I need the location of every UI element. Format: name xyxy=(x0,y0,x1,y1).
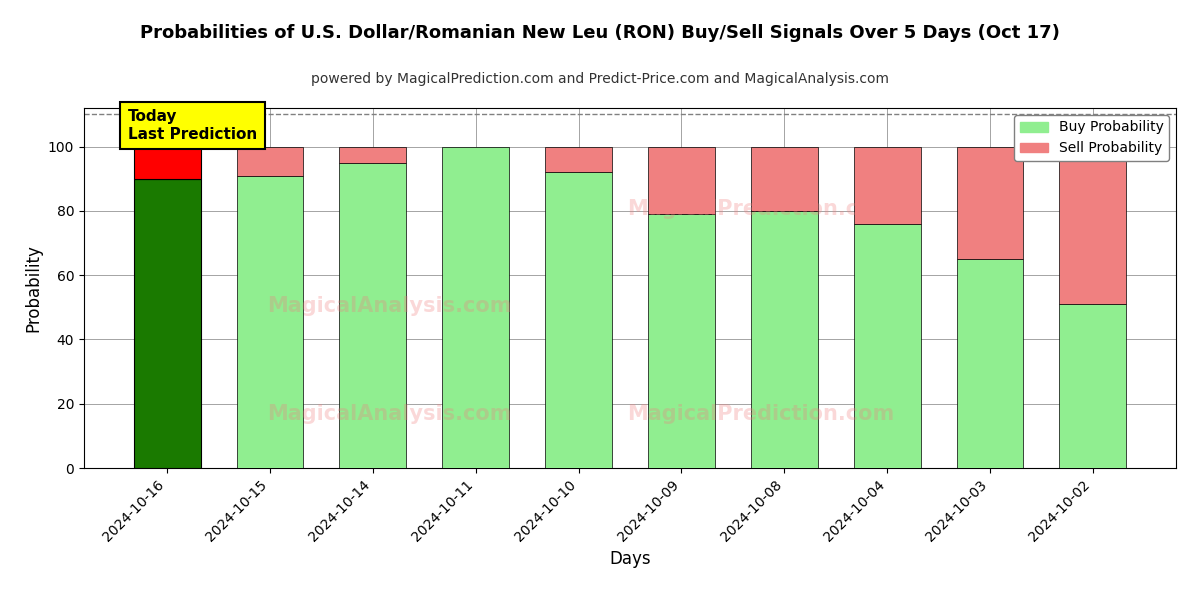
Bar xyxy=(1060,146,1127,304)
Text: MagicalAnalysis.com: MagicalAnalysis.com xyxy=(268,404,512,424)
X-axis label: Days: Days xyxy=(610,550,650,568)
Text: MagicalPrediction.com: MagicalPrediction.com xyxy=(628,404,895,424)
Bar xyxy=(853,224,920,468)
Bar xyxy=(443,146,509,468)
Legend: Buy Probability, Sell Probability: Buy Probability, Sell Probability xyxy=(1014,115,1169,161)
Bar xyxy=(751,211,817,468)
Text: Probabilities of U.S. Dollar/Romanian New Leu (RON) Buy/Sell Signals Over 5 Days: Probabilities of U.S. Dollar/Romanian Ne… xyxy=(140,24,1060,42)
Bar xyxy=(1060,304,1127,468)
Bar xyxy=(340,163,407,468)
Y-axis label: Probability: Probability xyxy=(24,244,42,332)
Bar xyxy=(956,259,1024,468)
Bar xyxy=(648,146,715,214)
Bar xyxy=(340,146,407,163)
Text: MagicalPrediction.com: MagicalPrediction.com xyxy=(628,199,895,219)
Bar xyxy=(545,146,612,172)
Text: powered by MagicalPrediction.com and Predict-Price.com and MagicalAnalysis.com: powered by MagicalPrediction.com and Pre… xyxy=(311,72,889,86)
Text: MagicalAnalysis.com: MagicalAnalysis.com xyxy=(268,296,512,316)
Bar xyxy=(133,179,200,468)
Bar xyxy=(956,146,1024,259)
Bar xyxy=(236,146,304,176)
Bar xyxy=(751,146,817,211)
Bar xyxy=(545,172,612,468)
Bar xyxy=(133,146,200,179)
Bar xyxy=(648,214,715,468)
Text: Today
Last Prediction: Today Last Prediction xyxy=(128,109,257,142)
Bar xyxy=(853,146,920,224)
Bar xyxy=(236,176,304,468)
